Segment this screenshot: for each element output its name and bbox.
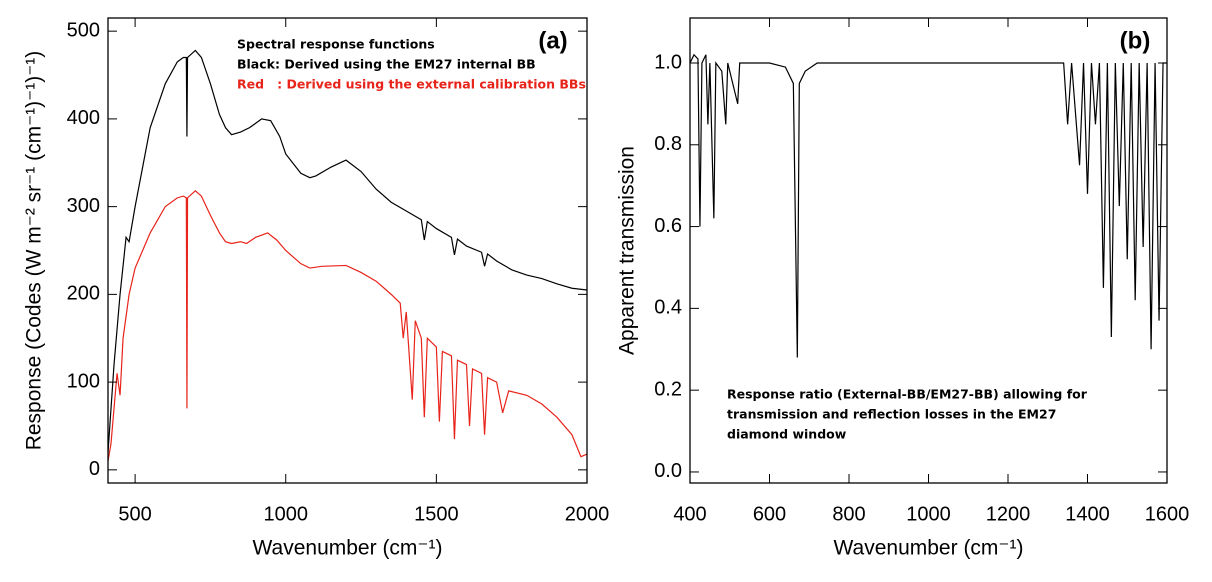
y-tick-label: 400: [67, 107, 100, 129]
x-axis-label: Wavenumber (cm⁻¹): [253, 537, 443, 560]
x-tick-label: 800: [832, 503, 865, 525]
x-tick-label: 600: [753, 503, 786, 525]
y-tick-label: 0.0: [654, 460, 682, 482]
y-tick-label: 500: [67, 19, 100, 41]
y-tick-label: 300: [67, 195, 100, 217]
plot-frame: [107, 17, 588, 484]
y-tick-label: 100: [67, 370, 100, 392]
data-line: [689, 53, 1167, 358]
x-tick-label: 400: [673, 503, 706, 525]
y-tick-label: 0: [89, 458, 100, 480]
y-axis-label: Response (Codes (W m⁻² sr⁻¹ (cm⁻¹)⁻¹)⁻¹): [23, 51, 46, 451]
y-tick-label: 0.8: [654, 133, 682, 155]
x-tick-label: 1200: [986, 503, 1031, 525]
x-tick-label: 500: [118, 503, 151, 525]
x-tick-label: 1500: [414, 503, 459, 525]
panel-label: (a): [538, 27, 567, 54]
annotation: diamond window: [727, 427, 847, 442]
panel-label: (b): [1120, 27, 1151, 54]
data-line: [107, 49, 588, 453]
annotation: Black: Derived using the EM27 internal B…: [237, 57, 536, 72]
y-axis-label: Apparent transmission: [616, 146, 639, 355]
annotation: Response ratio (External-BB/EM27-BB) all…: [727, 387, 1088, 402]
x-tick-label: 1000: [263, 503, 308, 525]
y-tick-label: 0.6: [654, 215, 682, 237]
annotation: Spectral response functions: [237, 37, 435, 52]
y-tick-label: 0.4: [654, 297, 682, 319]
data-line: [107, 190, 588, 462]
x-tick-label: 1600: [1145, 503, 1190, 525]
y-tick-label: 200: [67, 283, 100, 305]
x-tick-label: 2000: [565, 503, 610, 525]
annotation: transmission and reflection losses in th…: [727, 407, 1056, 422]
y-tick-label: 0.2: [654, 378, 682, 400]
x-tick-label: 1400: [1065, 503, 1110, 525]
x-tick-label: 1000: [906, 503, 951, 525]
annotation: Red : Derived using the external calibra…: [237, 77, 586, 92]
x-axis-label: Wavenumber (cm⁻¹): [834, 537, 1024, 560]
y-tick-label: 1.0: [654, 51, 682, 73]
